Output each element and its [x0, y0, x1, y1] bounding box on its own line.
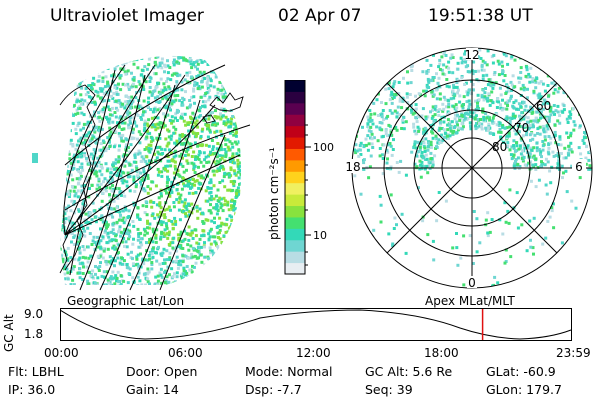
ip-info: IP: 36.0: [8, 382, 56, 397]
colorbar-tick-10: 10: [313, 229, 327, 242]
lat-lon-grid: [63, 64, 251, 291]
mlt-label-0: 0: [468, 276, 476, 290]
polar-emission-speckle: [352, 48, 592, 288]
time-tick-1800: 18:00: [424, 346, 459, 360]
intensity-colorbar: 100 10: [284, 80, 334, 275]
orbit-altitude-curve: [60, 309, 572, 340]
mlt-label-6: 6: [575, 160, 583, 174]
glat-info: GLat: -60.9: [486, 364, 556, 379]
geographic-caption: Geographic Lat/Lon: [67, 294, 185, 308]
time-label: 19:51:38 UT: [428, 6, 533, 26]
geographic-map: [32, 55, 251, 291]
colorbar-ticks: [305, 124, 311, 266]
time-tick-0000: 00:00: [44, 346, 79, 360]
filter-info: Flt: LBHL: [8, 364, 64, 379]
altitude-ymax: 9.0: [24, 307, 44, 321]
colorbar-unit-label: photon cm⁻²s⁻¹: [267, 147, 281, 240]
polar-mlat-mlt-plot: 12 18 6 0 60 70 80: [344, 47, 593, 290]
colorbar-tick-100: 100: [313, 141, 334, 154]
time-tick-2359: 23:59: [556, 346, 591, 360]
polar-grid: [351, 47, 593, 289]
mlat-label-60: 60: [536, 99, 551, 113]
mlat-label-80: 80: [492, 140, 507, 154]
instrument-title: Ultraviolet Imager: [50, 6, 204, 26]
altitude-timeline: [60, 308, 572, 341]
dsp-info: Dsp: -7.7: [245, 382, 302, 397]
glon-info: GLon: 179.7: [486, 382, 562, 397]
time-tick-1200: 12:00: [296, 346, 331, 360]
emission-spot: [32, 153, 38, 163]
aurora-emission-speckle: [60, 55, 241, 286]
time-tick-0600: 06:00: [168, 346, 203, 360]
seq-info: Seq: 39: [365, 382, 413, 397]
gain-info: Gain: 14: [126, 382, 179, 397]
mlat-label-70: 70: [514, 121, 529, 135]
mode-info: Mode: Normal: [245, 364, 333, 379]
mlt-label-18: 18: [345, 160, 360, 174]
door-info: Door: Open: [126, 364, 198, 379]
apex-caption: Apex MLat/MLT: [425, 294, 515, 308]
mlt-label-12: 12: [464, 48, 479, 62]
colorbar-gradient: [285, 80, 305, 275]
gc-alt-info: GC Alt: 5.6 Re: [365, 364, 453, 379]
date-label: 02 Apr 07: [278, 6, 362, 26]
altitude-ylabel: GC Alt: [2, 314, 16, 352]
altitude-ymin: 1.8: [24, 327, 44, 341]
coastline: [59, 84, 244, 274]
